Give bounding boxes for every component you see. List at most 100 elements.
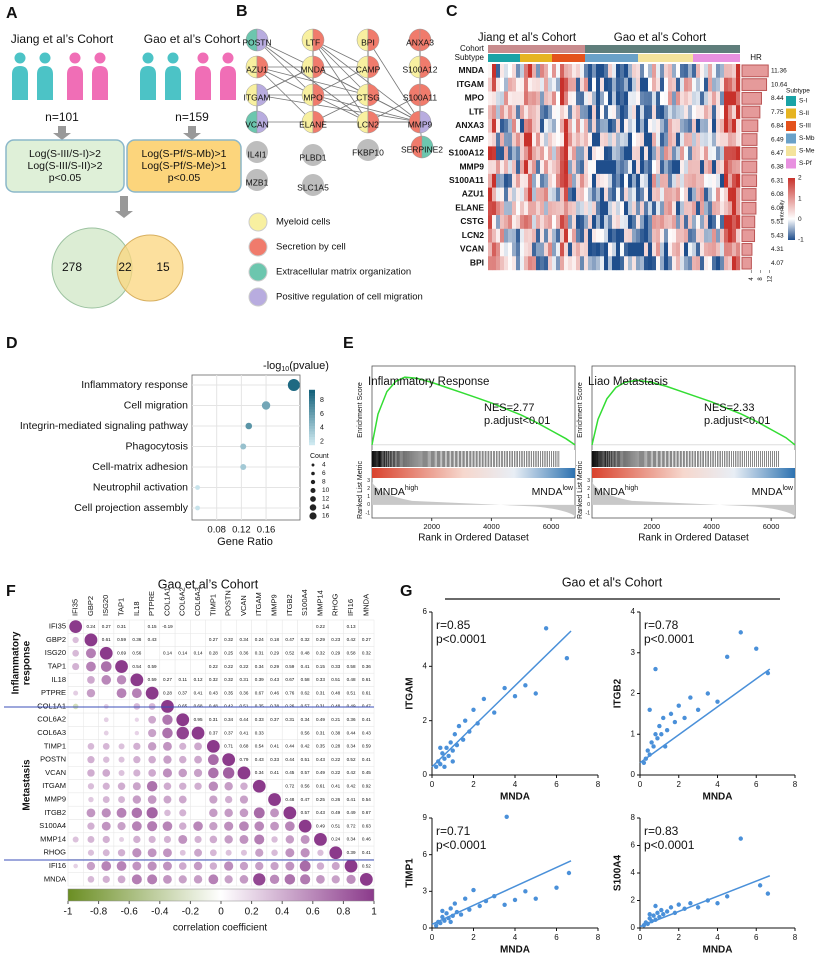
heatmap-cell: [664, 105, 669, 120]
correlation-circle: [240, 849, 247, 856]
heatmap-cell: [608, 242, 613, 257]
y-tick-label: 0: [631, 770, 636, 779]
correlation-circle: [102, 849, 110, 857]
heatmap-cell: [728, 201, 733, 216]
heatmap-cell: [540, 146, 545, 161]
heatmap-cell: [620, 118, 625, 133]
correlation-value: 0.34: [255, 770, 264, 775]
heatmap-cell: [588, 187, 593, 202]
heatmap-cell: [544, 228, 549, 243]
heatmap-cell: [488, 215, 493, 229]
heatmap-cell: [588, 228, 593, 243]
heatmap-cell: [516, 91, 521, 106]
correlation-circle: [300, 834, 310, 844]
stat-text: r=0.85: [436, 618, 471, 632]
scatter-point: [682, 715, 687, 721]
colorbar-segment: [309, 439, 315, 443]
correlation-value: 0.41: [270, 744, 279, 749]
scatter-point: [659, 907, 664, 913]
correlation-circle: [148, 728, 157, 738]
heatmap-cell: [676, 160, 681, 175]
heatmap-cell: [596, 91, 601, 106]
heatmap-cell: [728, 105, 733, 120]
colorbar-segment: [309, 392, 315, 396]
heatmap-cell: [716, 228, 721, 243]
heatmap-cell: [536, 91, 541, 106]
heatmap-cell: [640, 187, 645, 202]
heatmap-cell: [708, 242, 713, 257]
heatmap-cell: [532, 173, 537, 188]
correlation-value: 0.76: [285, 690, 294, 695]
metric-tick-label: 2: [367, 486, 370, 492]
correlation-circle: [101, 808, 111, 818]
correlation-circle: [73, 690, 79, 696]
network-node: [246, 141, 268, 163]
correlation-value: 0.37: [178, 690, 187, 695]
heatmap-cell: [636, 105, 641, 120]
heatmap-cell: [640, 132, 645, 147]
row-label: IL18: [51, 675, 66, 684]
size-legend-dot: [310, 479, 316, 485]
correlation-circle: [194, 755, 202, 764]
correlation-circle: [224, 861, 234, 871]
correlation-circle: [253, 807, 265, 819]
gene-label: LTF: [469, 106, 484, 116]
correlation-circle: [331, 862, 340, 871]
heatmap-cell: [564, 146, 569, 161]
hr-title: HR: [750, 53, 762, 62]
heatmap-cell: [540, 91, 545, 106]
scatter-point: [659, 732, 664, 737]
heatmap-cell: [512, 146, 517, 161]
correlation-circle: [162, 821, 173, 831]
correlation-circle: [271, 849, 278, 857]
heatmap-cell: [504, 242, 509, 257]
legend-label: S-Pf: [799, 160, 812, 167]
correlation-value: 0.58: [347, 664, 356, 669]
heatmap-cell: [704, 173, 709, 188]
heatmap-cell: [624, 91, 629, 106]
column-label: POSTN: [224, 590, 233, 616]
heatmap-cell: [512, 228, 517, 243]
correlation-circle: [285, 835, 295, 844]
heatmap-cell: [576, 146, 581, 161]
stat-text: r=0.78: [644, 618, 679, 632]
heatmap-cell: [568, 105, 573, 120]
heatmap-cell: [556, 91, 561, 106]
heatmap-cell: [500, 201, 505, 216]
heatmap-cell: [592, 242, 597, 257]
heatmap-cell: [556, 187, 561, 202]
heatmap-cell: [720, 146, 725, 161]
network-node: [408, 28, 421, 52]
gene-label: MNDA: [459, 65, 485, 75]
scatter-point: [657, 723, 662, 729]
x-tick-label: 0.08: [207, 525, 226, 536]
matrix-cell: [190, 792, 206, 807]
label-part: MNDA: [594, 486, 625, 498]
panel-label: G: [400, 583, 412, 600]
heatmap-cell: [652, 242, 657, 257]
colorbar-tick-label: -0.8: [90, 907, 108, 918]
heatmap-cell: [564, 105, 569, 120]
title-part: -log: [263, 360, 281, 372]
heatmap-cell: [680, 77, 685, 92]
heatmap-cell: [492, 132, 497, 147]
heatmap-cell: [580, 64, 585, 78]
heatmap-cell: [628, 105, 633, 120]
venn-count: 278: [62, 260, 82, 274]
heatmap-cell: [676, 77, 681, 92]
correlation-circle: [86, 861, 96, 871]
scatter-point: [492, 710, 497, 715]
y-tick-label: 6: [423, 850, 428, 859]
correlation-value: 0.57: [301, 770, 310, 775]
correlation-circle: [147, 742, 157, 751]
heatmap-cell: [572, 187, 577, 202]
heatmap-cell: [608, 256, 613, 271]
heatmap-cell: [728, 242, 733, 257]
heatmap-cell: [720, 173, 725, 188]
scatter-point: [651, 913, 656, 918]
heatmap-cell: [660, 105, 665, 120]
venn-count: 22: [118, 260, 132, 274]
hr-value: 5.43: [771, 232, 784, 239]
heatmap-cell: [608, 132, 613, 147]
correlation-circle: [102, 769, 111, 777]
